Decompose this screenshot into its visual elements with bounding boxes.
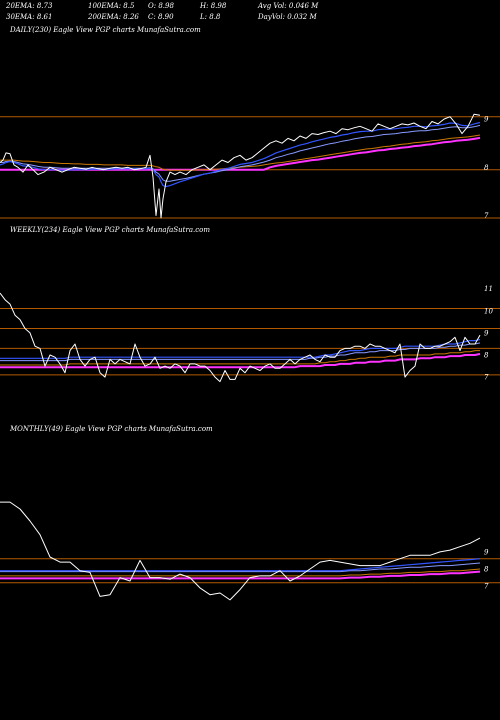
stat-high: H: 8.98 [200, 2, 227, 10]
stat-ema100: 100EMA: 8.5 [88, 2, 135, 10]
daily-y-tick-8: 8 [484, 164, 489, 172]
stat-ema30: 30EMA: 8.61 [6, 13, 53, 21]
daily-price-line [0, 113, 481, 219]
weekly-ema100-line [0, 350, 480, 366]
weekly-ema200-line [0, 352, 481, 369]
monthly-y-tick-9: 9 [484, 548, 489, 556]
weekly-y-tick-8: 8 [484, 352, 489, 360]
stat-close: C: 8.90 [148, 13, 174, 21]
weekly-chart-title: WEEKLY(234) Eagle View PGP charts Munafa… [10, 226, 210, 234]
stat-ema20: 20EMA: 8.73 [6, 2, 53, 10]
weekly-chart: 7 8 9 10 11 [0, 285, 500, 383]
stat-day-vol: DayVol: 0.032 M [258, 13, 317, 21]
weekly-price-line [0, 292, 481, 383]
daily-y-tick-9: 9 [484, 116, 489, 124]
monthly-chart-title: MONTHLY(49) Eagle View PGP charts Munafa… [10, 425, 213, 433]
monthly-ema30-line [0, 562, 481, 573]
monthly-chart: 7 8 9 [0, 501, 500, 601]
monthly-y-tick-7: 7 [484, 583, 489, 591]
daily-chart: 7 8 9 [0, 113, 500, 220]
weekly-y-tick-7: 7 [484, 374, 489, 382]
weekly-y-tick-11: 11 [484, 285, 493, 293]
monthly-ema100-line [0, 568, 481, 577]
monthly-price-line [0, 501, 481, 601]
weekly-ema30-line [0, 342, 481, 362]
stat-open: O: 8.98 [148, 2, 174, 10]
monthly-ema200-line [0, 570, 481, 580]
monthly-ema20-line [0, 558, 481, 572]
daily-ema20-line [0, 121, 481, 188]
weekly-y-tick-9: 9 [484, 329, 489, 337]
daily-chart-title: DAILY(230) Eagle View PGP charts MunafaS… [10, 26, 201, 34]
stat-ema200: 200EMA: 8.26 [88, 13, 139, 21]
stat-low: L: 8.8 [200, 13, 221, 21]
stat-avg-vol: Avg Vol: 0.046 M [258, 2, 319, 10]
monthly-y-tick-8: 8 [484, 566, 489, 574]
daily-ema100-line [0, 134, 481, 171]
daily-y-tick-7: 7 [484, 212, 489, 220]
weekly-y-tick-10: 10 [484, 307, 493, 315]
daily-ema30-line [0, 124, 481, 182]
